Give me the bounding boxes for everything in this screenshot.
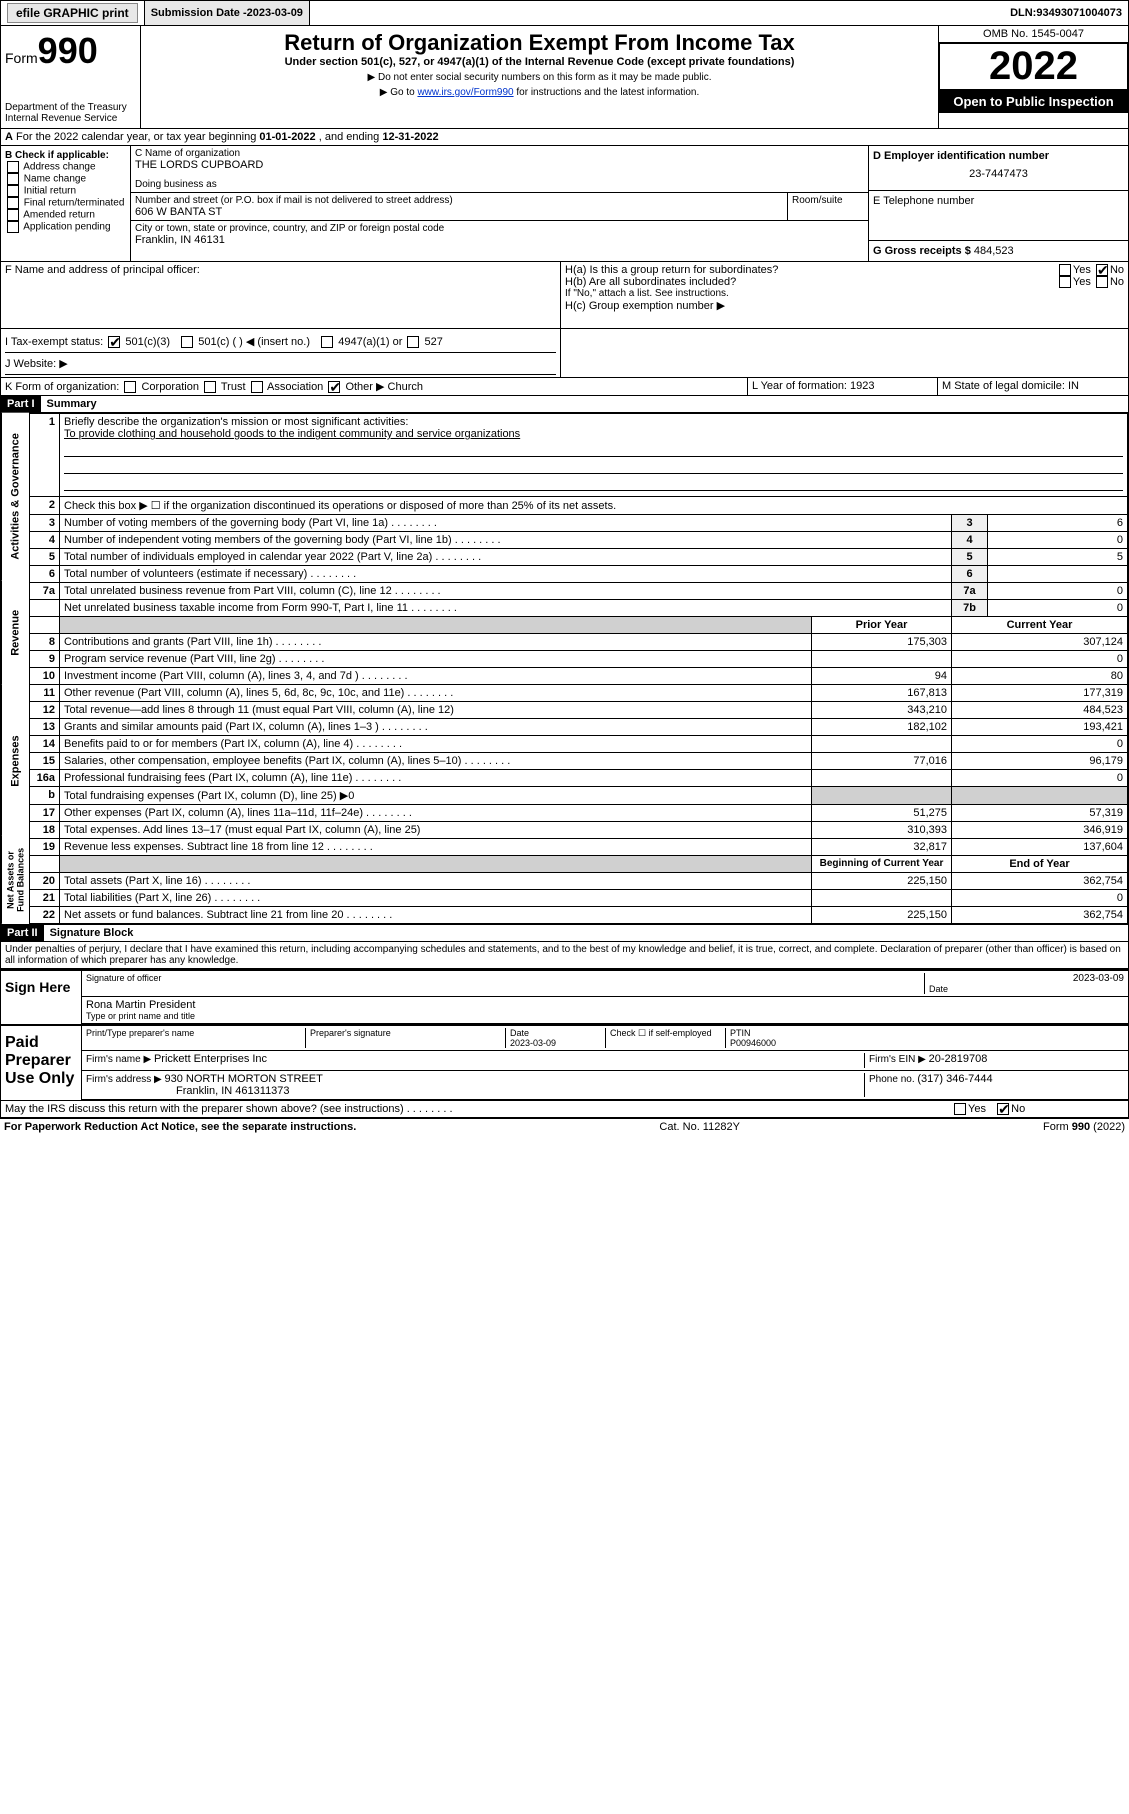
paid-preparer-block: Paid Preparer Use Only Print/Type prepar…: [0, 1025, 1129, 1101]
may-irs-discuss-row: May the IRS discuss this return with the…: [0, 1101, 1129, 1118]
preparer-date: 2023-03-09: [510, 1038, 556, 1048]
omb-number: OMB No. 1545-0047: [939, 26, 1128, 43]
city-label: City or town, state or province, country…: [135, 223, 864, 234]
dln: DLN: 93493071004073: [1004, 1, 1128, 25]
period-row: A For the 2022 calendar year, or tax yea…: [0, 129, 1129, 146]
tax-status-row: I Tax-exempt status: 501(c)(3) 501(c) ( …: [0, 329, 1129, 378]
form-org-label: K Form of organization:: [5, 381, 119, 393]
subtitle-2: ▶ Do not enter social security numbers o…: [145, 72, 934, 83]
summary-table: 1 Briefly describe the organization's mi…: [29, 413, 1128, 924]
form-title: Return of Organization Exempt From Incom…: [145, 30, 934, 56]
open-public-badge: Open to Public Inspection: [939, 90, 1128, 113]
principal-officer-label: F Name and address of principal officer:: [5, 264, 556, 276]
tax-year: 2022: [939, 43, 1128, 90]
h-b-label: H(b) Are all subordinates included?: [565, 276, 1057, 288]
ptin-value: P00946000: [730, 1038, 776, 1048]
other-checkbox[interactable]: [328, 381, 340, 393]
footer-left: For Paperwork Reduction Act Notice, see …: [4, 1121, 356, 1133]
sign-here-label: Sign Here: [1, 971, 81, 1024]
footer-right: Form 990 (2022): [1043, 1121, 1125, 1133]
org-name-label: C Name of organization: [135, 148, 864, 159]
street-address: 606 W BANTA ST: [135, 206, 783, 218]
may-irs-no-checkbox[interactable]: [997, 1103, 1009, 1115]
footer-mid: Cat. No. 11282Y: [659, 1121, 740, 1133]
phone-label: E Telephone number: [873, 195, 1124, 207]
501c3-checkbox[interactable]: [108, 336, 120, 348]
ein-label: D Employer identification number: [873, 150, 1049, 162]
city-state-zip: Franklin, IN 46131: [135, 234, 864, 246]
submission-date: Submission Date - 2023-03-09: [145, 1, 310, 25]
gross-receipts-label: G Gross receipts $: [873, 245, 974, 257]
mission-text: To provide clothing and household goods …: [64, 428, 520, 440]
firm-name: Prickett Enterprises Inc: [154, 1053, 267, 1065]
firm-phone: (317) 346-7444: [917, 1073, 992, 1085]
state-domicile: IN: [1068, 380, 1079, 392]
room-suite-label: Room/suite: [788, 193, 868, 220]
subtitle-3: ▶ Go to www.irs.gov/Form990 for instruct…: [145, 87, 934, 98]
dba-label: Doing business as: [135, 179, 864, 190]
part2-title: Signature Block: [44, 925, 140, 941]
firm-ein: 20-2819708: [929, 1053, 988, 1065]
page-footer: For Paperwork Reduction Act Notice, see …: [0, 1118, 1129, 1135]
part1-header: Part I: [1, 396, 41, 412]
officer-name-title: Rona Martin President: [86, 999, 1124, 1011]
side-revenue: Revenue: [1, 581, 29, 685]
firm-address-1: 930 NORTH MORTON STREET: [165, 1073, 323, 1085]
org-form-row: K Form of organization: Corporation Trus…: [0, 378, 1129, 396]
addr-label: Number and street (or P.O. box if mail i…: [135, 195, 783, 206]
org-name: THE LORDS CUPBOARD: [135, 159, 864, 171]
line2-text: Check this box ▶ ☐ if the organization d…: [60, 497, 1128, 515]
dept-treasury: Department of the Treasury: [5, 102, 136, 113]
part1-title: Summary: [41, 396, 103, 412]
mission-label: Briefly describe the organization's miss…: [64, 416, 408, 428]
h-a-label: H(a) Is this a group return for subordin…: [565, 264, 1057, 276]
officer-sig-date: 2023-03-09: [929, 973, 1124, 984]
side-expenses: Expenses: [1, 685, 29, 837]
subtitle-1: Under section 501(c), 527, or 4947(a)(1)…: [145, 56, 934, 68]
side-net-assets: Net Assets or Fund Balances: [1, 836, 29, 924]
efile-print-button[interactable]: efile GRAPHIC print: [7, 3, 138, 23]
irs-label: Internal Revenue Service: [5, 113, 136, 124]
declaration-text: Under penalties of perjury, I declare th…: [0, 942, 1129, 969]
entity-info-block: B Check if applicable: Address change Na…: [0, 146, 1129, 262]
paid-preparer-label: Paid Preparer Use Only: [1, 1026, 81, 1100]
h-c-label: H(c) Group exemption number ▶: [565, 299, 1124, 312]
gross-receipts-value: 484,523: [974, 245, 1014, 257]
firm-address-2: Franklin, IN 461311373: [176, 1085, 290, 1097]
website-label: J Website: ▶: [5, 358, 68, 370]
irs-link[interactable]: www.irs.gov/Form990: [417, 87, 513, 98]
ein-value: 23-7447473: [873, 162, 1124, 186]
signature-block: Sign Here Signature of officer 2023-03-0…: [0, 969, 1129, 1025]
tax-exempt-label: I Tax-exempt status:: [5, 336, 103, 348]
form-number: Form990: [5, 30, 136, 72]
year-formation: 1923: [850, 380, 874, 392]
form-header: Form990 Department of the Treasury Inter…: [0, 26, 1129, 129]
side-activities-governance: Activities & Governance: [1, 413, 29, 581]
part2-header: Part II: [1, 925, 44, 941]
part1-body: Activities & Governance Revenue Expenses…: [0, 413, 1129, 925]
officer-group-row: F Name and address of principal officer:…: [0, 262, 1129, 329]
box-b: B Check if applicable: Address change Na…: [1, 146, 131, 261]
h-a-no-checkbox[interactable]: [1096, 264, 1108, 276]
h-b-note: If "No," attach a list. See instructions…: [565, 288, 1124, 299]
top-bar: efile GRAPHIC print Submission Date - 20…: [0, 0, 1129, 26]
